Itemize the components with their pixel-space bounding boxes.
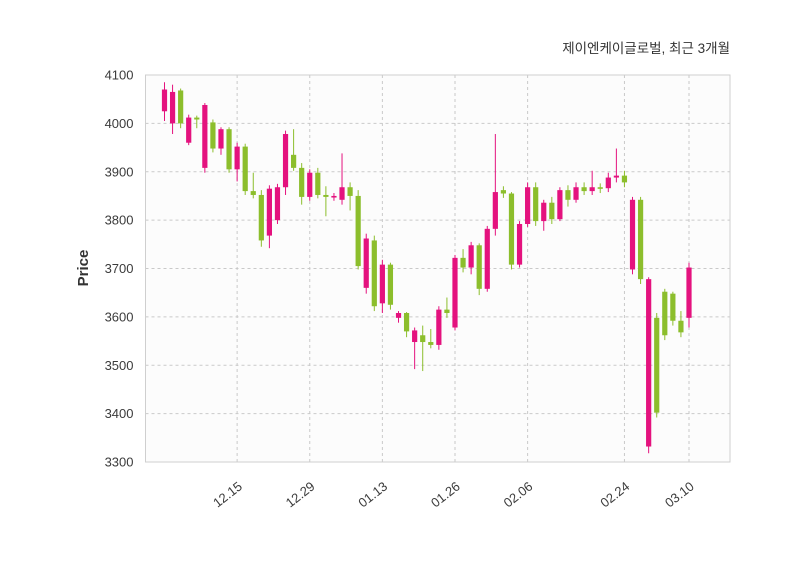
- candle-body: [202, 104, 208, 168]
- candle-body: [291, 154, 297, 168]
- candle-body: [629, 199, 636, 270]
- candle-body: [387, 264, 394, 305]
- candle-body: [258, 194, 264, 241]
- candle-body: [686, 267, 692, 318]
- candle-body: [670, 293, 676, 321]
- candle-body: [178, 90, 184, 124]
- candle-body: [557, 190, 563, 220]
- candle-body: [395, 313, 402, 318]
- x-tick-label: 12.15: [210, 479, 245, 511]
- candle-body: [525, 187, 531, 224]
- candle-body: [533, 187, 539, 222]
- candle-body: [194, 117, 200, 120]
- y-tick-label: 3400: [105, 406, 134, 421]
- candle-body: [468, 245, 474, 268]
- candle-body: [621, 175, 628, 183]
- candle-body: [573, 187, 579, 200]
- candle-body: [371, 240, 377, 307]
- candle-body: [282, 134, 289, 188]
- candle-body: [637, 199, 644, 280]
- candle-body: [161, 89, 168, 112]
- candle-body: [379, 264, 385, 304]
- candle-body: [226, 129, 232, 170]
- candle-body: [347, 187, 353, 196]
- candle-body: [654, 317, 660, 413]
- x-tick-label: 01.13: [355, 479, 390, 511]
- candle-body: [444, 309, 450, 314]
- candle-body: [339, 187, 345, 200]
- candle-body: [549, 202, 555, 220]
- y-tick-label: 3900: [105, 164, 134, 179]
- y-tick-label: 3300: [105, 455, 134, 470]
- candle-body: [492, 192, 498, 229]
- x-tick-label: 02.24: [597, 479, 632, 511]
- candle-body: [589, 187, 595, 192]
- candle-body: [420, 335, 426, 343]
- candle-body: [331, 195, 337, 198]
- y-tick-label: 3600: [105, 309, 134, 324]
- candle-body: [662, 291, 668, 336]
- candle-body: [307, 172, 313, 197]
- candle-body: [234, 146, 240, 170]
- candle-body: [250, 191, 256, 195]
- candle-body: [597, 187, 603, 189]
- x-tick-label: 12.29: [283, 479, 318, 511]
- y-tick-label: 4000: [105, 116, 134, 131]
- y-tick-label: 4100: [105, 68, 134, 83]
- candle-body: [363, 238, 369, 288]
- x-tick-label: 02.06: [501, 479, 536, 511]
- candle-body: [242, 146, 248, 192]
- candle-body: [678, 320, 684, 333]
- chart-title: 제이엔케이글로벌, 최근 3개월: [562, 41, 730, 56]
- y-tick-label: 3500: [105, 358, 134, 373]
- candle-body: [460, 257, 466, 268]
- candle-body: [476, 245, 482, 289]
- plot-layer: 4100 4000 3900 3800 3700 3600 3500 3400 3300 12.1…: [105, 68, 731, 511]
- y-tick-label: 3700: [105, 261, 134, 276]
- x-tick-label: 01.26: [428, 479, 463, 511]
- candle-body: [484, 228, 490, 289]
- candle-body: [428, 342, 434, 345]
- x-tick-label: 03.10: [662, 479, 697, 511]
- candle-body: [274, 187, 281, 221]
- candle-body: [508, 193, 515, 265]
- y-axis-label: Price: [75, 250, 92, 287]
- candle-body: [516, 223, 523, 265]
- candle-body: [646, 279, 652, 447]
- candle-body: [500, 190, 507, 194]
- candle-body: [169, 91, 176, 124]
- candle-body: [299, 167, 305, 197]
- candle-body: [613, 175, 619, 178]
- candle-body: [186, 117, 192, 143]
- candle-body: [355, 195, 361, 267]
- candle-body: [266, 188, 272, 236]
- candle-body: [315, 172, 321, 195]
- candle-body: [210, 122, 216, 149]
- candle-body: [605, 177, 611, 189]
- candle-body: [452, 257, 458, 328]
- candle-body: [541, 202, 547, 222]
- candle-body: [218, 129, 224, 149]
- plot-border: [145, 74, 731, 463]
- y-tick-label: 3800: [105, 213, 134, 228]
- candle-body: [581, 187, 587, 192]
- candle-body: [323, 194, 329, 197]
- candle-body: [436, 309, 442, 345]
- candle-body: [403, 313, 410, 332]
- candle-body: [412, 330, 418, 343]
- candle-body: [565, 190, 571, 200]
